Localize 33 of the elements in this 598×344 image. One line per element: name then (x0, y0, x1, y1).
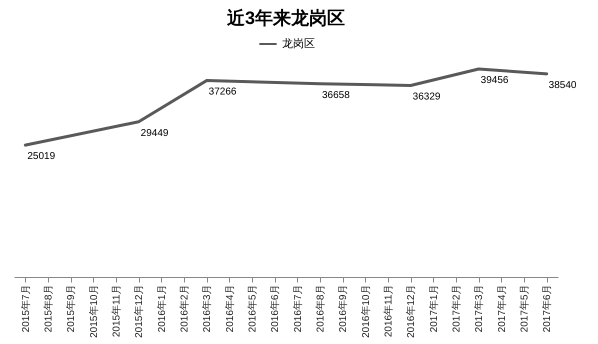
data-label: 37266 (208, 86, 237, 98)
data-label: 29449 (140, 128, 169, 139)
chart-title: 近3年来龙岗区 (226, 8, 346, 28)
x-tick-label: 2015年7月 (20, 284, 32, 332)
x-tick-label: 2016年8月 (314, 284, 326, 332)
x-tick-label: 2017年5月 (518, 284, 530, 332)
data-label: 39456 (480, 75, 509, 86)
x-tick-label: 2017年2月 (450, 284, 462, 332)
x-tick-label: 2016年3月 (201, 284, 214, 332)
x-tick-label: 2016年2月 (178, 284, 190, 332)
x-tick-label: 2015年8月 (42, 284, 54, 332)
x-tick-label: 2016年11月 (382, 284, 394, 338)
x-tick-label: 2016年1月 (156, 284, 168, 332)
x-tick-label: 2016年10月 (360, 284, 372, 338)
x-tick-label: 2016年5月 (246, 284, 258, 332)
data-label: 25019 (27, 151, 56, 162)
data-label: 38540 (548, 80, 577, 91)
x-tick-label: 2016年4月 (224, 284, 236, 332)
data-label: 36329 (412, 91, 441, 102)
data-label: 36658 (322, 90, 350, 101)
x-tick-label: 2016年9月 (337, 284, 350, 332)
x-tick-label: 2016年7月 (292, 284, 304, 332)
x-tick-label: 2015年12月 (133, 284, 146, 338)
x-tick-label: 2016年12月 (405, 284, 418, 338)
x-tick-label: 2017年4月 (496, 284, 508, 332)
x-tick-label: 2017年6月 (541, 284, 554, 332)
legend-label: 龙岗区 (282, 37, 315, 50)
x-tick-label: 2016年6月 (269, 284, 282, 332)
x-tick-label: 2017年1月 (428, 284, 440, 332)
x-tick-label: 2015年10月 (88, 284, 100, 338)
x-tick-label: 2017年3月 (473, 284, 486, 332)
x-tick-label: 2015年11月 (110, 284, 122, 338)
x-tick-label: 2015年9月 (65, 284, 78, 332)
